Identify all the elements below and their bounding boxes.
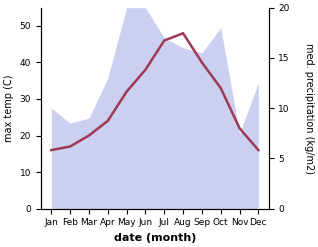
Y-axis label: med. precipitation (kg/m2): med. precipitation (kg/m2) xyxy=(304,43,314,174)
X-axis label: date (month): date (month) xyxy=(114,233,196,243)
Y-axis label: max temp (C): max temp (C) xyxy=(4,74,14,142)
